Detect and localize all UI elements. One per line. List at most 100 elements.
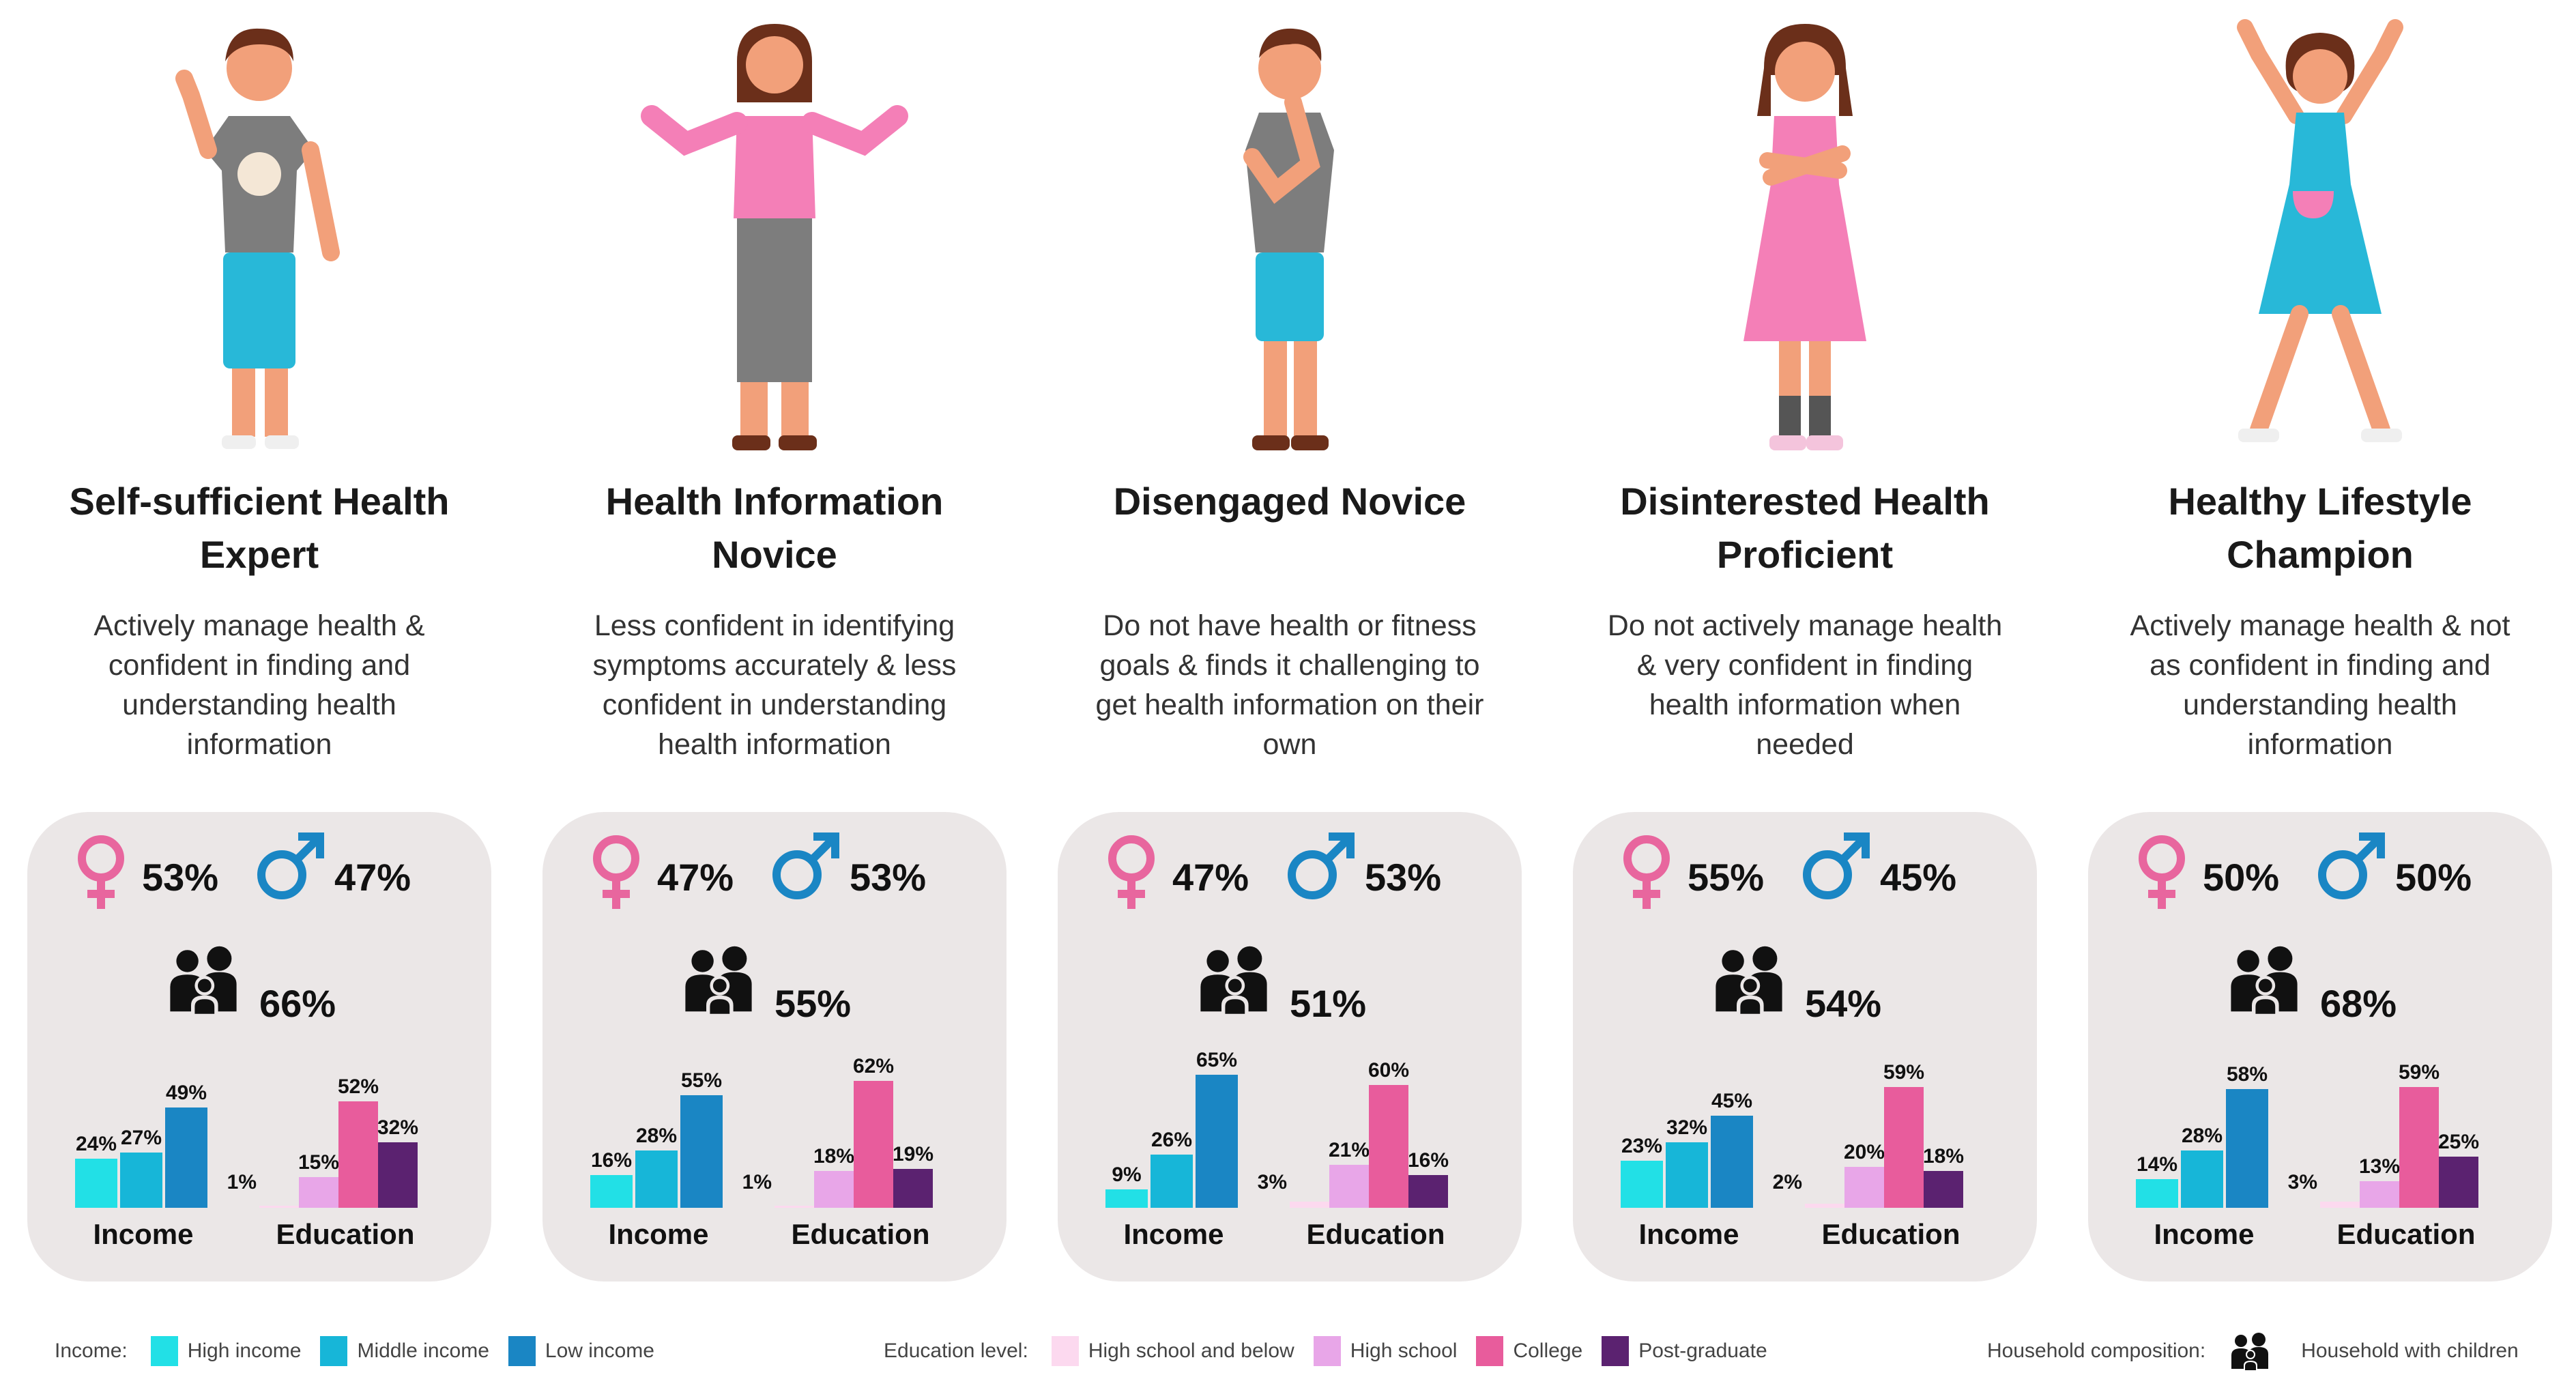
persona-illustration xyxy=(89,14,430,457)
education-bar-label: 3% xyxy=(1258,1171,1287,1193)
education-bar-label: 59% xyxy=(1883,1061,1924,1084)
family-icon xyxy=(1716,946,1782,1014)
income-bar-label: 28% xyxy=(2182,1125,2223,1147)
female-percent: 53% xyxy=(142,856,218,899)
income-bar-label: 24% xyxy=(76,1133,117,1155)
income-bar-label: 9% xyxy=(1112,1163,1141,1186)
persona-title: Disinterested Health Proficient xyxy=(1620,480,1990,576)
income-bar xyxy=(635,1150,678,1208)
income-bar-label: 14% xyxy=(2137,1153,2177,1176)
income-bar xyxy=(75,1159,117,1208)
male-icon xyxy=(2318,832,2385,899)
male-icon xyxy=(1288,832,1355,899)
income-axis-label: Income xyxy=(608,1218,708,1250)
education-bar-label: 15% xyxy=(298,1151,339,1174)
education-axis-label: Education xyxy=(791,1218,929,1250)
legend-swatch-low-income xyxy=(508,1336,536,1366)
persona-illustration xyxy=(2150,14,2491,457)
income-bar-label: 45% xyxy=(1711,1090,1752,1112)
education-bar-label: 1% xyxy=(742,1171,772,1193)
income-legend-title: Income: xyxy=(55,1340,128,1362)
family-icon xyxy=(2231,1333,2269,1370)
income-bar xyxy=(2136,1179,2178,1208)
income-bar xyxy=(680,1095,723,1208)
family-icon xyxy=(1200,946,1267,1014)
household-children-percent: 55% xyxy=(775,982,851,1025)
education-bar-label: 20% xyxy=(1844,1141,1885,1163)
family-icon xyxy=(2231,946,2298,1014)
education-bar-label: 3% xyxy=(2288,1171,2317,1193)
income-axis-label: Income xyxy=(2154,1218,2254,1250)
education-bar-label: 52% xyxy=(338,1075,379,1098)
education-bar xyxy=(893,1169,933,1208)
persona-illustration xyxy=(1634,14,1976,457)
education-bar xyxy=(1290,1202,1329,1208)
education-bar xyxy=(299,1177,338,1208)
income-bar xyxy=(1666,1142,1708,1208)
male-percent: 47% xyxy=(334,856,411,899)
persona-stats-card: 47% 53% 51% 9% 26% 65% 3% 21% 60% 16% Income Educ… xyxy=(1058,812,1522,1282)
education-bar xyxy=(338,1101,378,1208)
education-bar xyxy=(1408,1175,1448,1208)
income-bar xyxy=(165,1107,207,1208)
legend-label-college: College xyxy=(1513,1340,1583,1362)
household-legend-title: Household composition: xyxy=(1987,1340,2206,1362)
education-bar xyxy=(1369,1085,1408,1208)
household-children-percent: 68% xyxy=(2320,982,2397,1025)
male-icon xyxy=(257,832,324,899)
income-legend: Income: High income Middle income Low in… xyxy=(55,1334,654,1368)
education-axis-label: Education xyxy=(276,1218,414,1250)
persona-title: Health Information Novice xyxy=(605,480,944,576)
education-bar xyxy=(2320,1202,2360,1208)
income-bar-label: 32% xyxy=(1666,1116,1707,1139)
male-percent: 45% xyxy=(1880,856,1956,899)
income-bar xyxy=(590,1175,633,1208)
education-bar xyxy=(854,1081,893,1208)
education-bar-label: 62% xyxy=(853,1055,894,1077)
income-bar xyxy=(2226,1089,2268,1208)
education-bar-label: 32% xyxy=(377,1116,418,1139)
education-bar-label: 13% xyxy=(2359,1155,2400,1178)
persona-description: Actively manage health & confident in fi… xyxy=(93,609,425,761)
education-bar xyxy=(259,1206,299,1208)
education-axis-label: Education xyxy=(1306,1218,1445,1250)
legend-swatch-high-school xyxy=(1313,1336,1341,1366)
income-bar xyxy=(1105,1189,1148,1208)
female-icon xyxy=(2139,835,2185,909)
income-bar-label: 27% xyxy=(121,1127,162,1149)
legend-swatch-middle-income xyxy=(320,1336,348,1366)
income-bar xyxy=(120,1153,162,1208)
education-bar-label: 21% xyxy=(1329,1139,1370,1161)
education-bar xyxy=(814,1171,854,1208)
persona-title: Disengaged Novice xyxy=(1113,480,1466,523)
income-bar-label: 16% xyxy=(591,1149,632,1172)
household-legend-label: Household with children xyxy=(2301,1340,2519,1362)
income-bar-label: 26% xyxy=(1151,1129,1192,1151)
legend-label-high-school-below: High school and below xyxy=(1088,1340,1294,1362)
education-bar xyxy=(1924,1171,1963,1208)
education-bar xyxy=(1805,1204,1844,1208)
education-legend-title: Education level: xyxy=(884,1340,1028,1362)
income-bar xyxy=(2181,1150,2223,1208)
income-axis-label: Income xyxy=(1638,1218,1739,1250)
persona-description: Do not actively manage health & very con… xyxy=(1607,609,2003,761)
education-bar-label: 18% xyxy=(813,1145,854,1168)
education-bar-label: 60% xyxy=(1368,1059,1409,1082)
education-bar-label: 16% xyxy=(1408,1149,1449,1172)
male-percent: 53% xyxy=(850,856,926,899)
female-percent: 50% xyxy=(2203,856,2279,899)
female-percent: 47% xyxy=(657,856,734,899)
household-legend: Household composition: Household with ch… xyxy=(1987,1333,2519,1370)
legend-swatch-college xyxy=(1476,1336,1504,1366)
education-bar xyxy=(775,1206,814,1208)
income-axis-label: Income xyxy=(1123,1218,1224,1250)
income-bar-label: 23% xyxy=(1621,1135,1662,1157)
legend-label-high-school: High school xyxy=(1350,1340,1458,1362)
income-bar xyxy=(1711,1116,1753,1208)
income-bar xyxy=(1621,1161,1663,1208)
legend-label-post-graduate: Post-graduate xyxy=(1638,1340,1767,1362)
education-bar-label: 25% xyxy=(2438,1131,2479,1153)
education-bar-label: 19% xyxy=(893,1143,934,1165)
legend-swatch-high-school-below xyxy=(1051,1336,1079,1366)
persona-description: Do not have health or fitness goals & fi… xyxy=(1095,609,1484,761)
